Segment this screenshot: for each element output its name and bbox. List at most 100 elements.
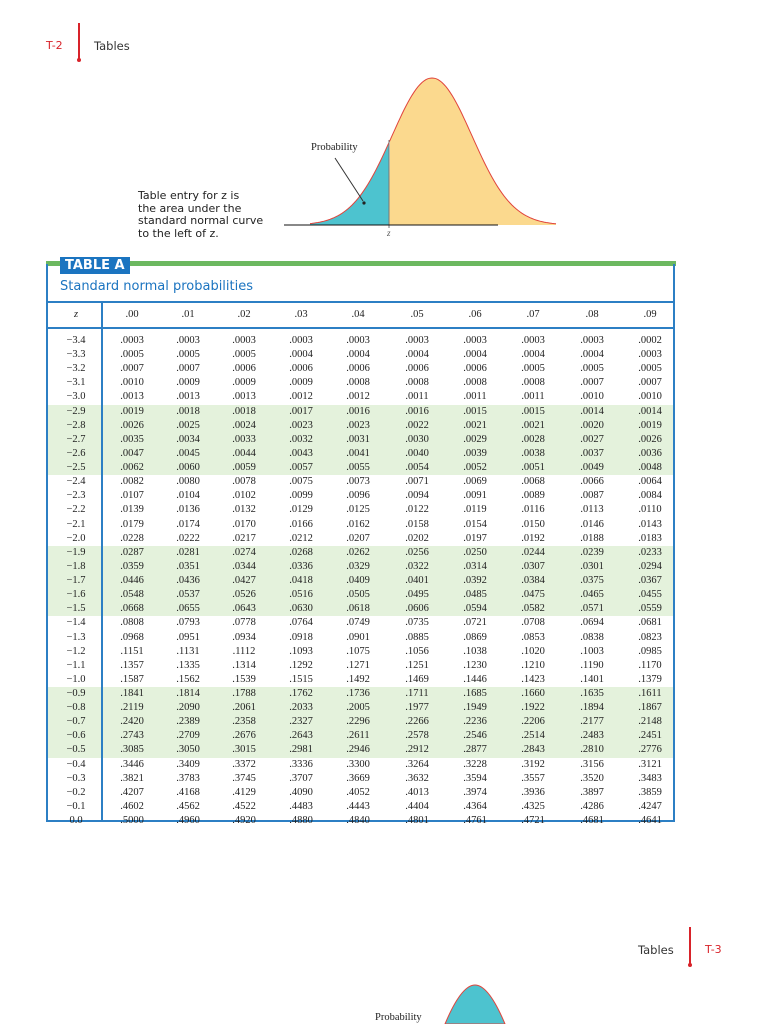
header-bottom-rule xyxy=(46,327,675,329)
probability-cell: .3015 xyxy=(232,744,256,756)
probability-cell: .0009 xyxy=(232,377,256,389)
probability-cell: .0075 xyxy=(289,476,313,488)
probability-cell: .4247 xyxy=(638,800,662,812)
probability-cell: .0069 xyxy=(463,476,487,488)
probability-cell: .0005 xyxy=(176,349,200,361)
probability-cell: .0047 xyxy=(120,447,144,459)
row-shading xyxy=(48,715,673,730)
probability-cell: .2420 xyxy=(120,716,144,728)
table-label: TABLE A xyxy=(60,257,130,274)
z-value: −2.6 xyxy=(66,447,86,459)
z-value: −2.7 xyxy=(66,433,86,445)
probability-cell: .2611 xyxy=(346,730,370,742)
probability-cell: .0040 xyxy=(405,447,429,459)
probability-cell: .1357 xyxy=(120,659,144,671)
probability-cell: .0294 xyxy=(638,560,662,572)
probability-cell: .0010 xyxy=(638,391,662,403)
probability-cell: .2451 xyxy=(638,730,662,742)
probability-cell: .3897 xyxy=(580,786,604,798)
probability-cell: .1314 xyxy=(232,659,256,671)
probability-cell: .1020 xyxy=(521,645,545,657)
z-value: −0.3 xyxy=(66,772,86,784)
normal-curve-figure xyxy=(284,77,557,228)
probability-cell: .1539 xyxy=(232,673,256,685)
probability-cell: .1922 xyxy=(521,702,545,714)
column-header: .00 xyxy=(125,309,139,320)
probability-cell: .0901 xyxy=(346,631,370,643)
row-shading xyxy=(48,559,673,575)
probability-cell: .3783 xyxy=(176,772,200,784)
probability-cell: .1335 xyxy=(176,659,200,671)
probability-cell: .0838 xyxy=(580,631,604,643)
probability-cell: .0869 xyxy=(463,631,487,643)
probability-cell: .0078 xyxy=(232,476,256,488)
figure-caption: Table entry for z is the area under the … xyxy=(138,189,263,240)
probability-cell: .0044 xyxy=(232,447,256,459)
row-shading xyxy=(48,602,673,617)
probability-cell: .0537 xyxy=(176,589,200,601)
probability-cell: .0655 xyxy=(176,603,200,615)
probability-cell: .4325 xyxy=(521,800,545,812)
header-top-rule xyxy=(46,301,675,303)
probability-cell: .1894 xyxy=(580,702,604,714)
probability-cell: .1762 xyxy=(289,688,313,699)
column-header: .02 xyxy=(237,309,251,320)
probability-cell: .4090 xyxy=(289,786,313,798)
probability-cell: .0934 xyxy=(232,631,256,643)
probability-cell: .0080 xyxy=(176,476,200,488)
probability-cell: .4286 xyxy=(580,800,604,812)
probability-cell: .0582 xyxy=(521,603,545,615)
probability-cell: .1056 xyxy=(405,645,429,657)
probability-cell: .1210 xyxy=(521,659,545,671)
probability-cell: .0465 xyxy=(580,589,604,601)
probability-cell: .0026 xyxy=(120,419,144,431)
probability-cell: .1271 xyxy=(346,659,370,671)
probability-cell: .2709 xyxy=(176,730,200,742)
probability-cell: .0197 xyxy=(463,532,487,544)
probability-cell: .0013 xyxy=(176,391,200,403)
z-value: −3.4 xyxy=(66,335,86,346)
left-area-shading xyxy=(310,142,389,225)
probability-cell: .0019 xyxy=(638,419,662,431)
probability-cell: .0158 xyxy=(405,518,429,530)
probability-cell: .0068 xyxy=(521,476,545,488)
probability-cell: .0004 xyxy=(289,349,313,361)
probability-cell: .0024 xyxy=(232,419,256,431)
probability-cell: .0007 xyxy=(120,363,144,375)
probability-cell: .0008 xyxy=(521,377,545,389)
probability-cell: .3669 xyxy=(346,772,370,784)
probability-cell: .0012 xyxy=(346,391,370,403)
probability-cell: .0262 xyxy=(346,546,370,558)
column-header: .08 xyxy=(585,309,599,320)
z-value: −2.1 xyxy=(66,518,86,530)
probability-cell: .0032 xyxy=(289,433,313,445)
probability-cell: .0034 xyxy=(176,433,200,445)
row-shading xyxy=(48,729,673,744)
probability-cell: .0087 xyxy=(580,490,604,502)
caption-line: to the left of z. xyxy=(138,226,219,240)
row-shading xyxy=(48,588,673,603)
probability-cell: .1131 xyxy=(176,645,200,657)
row-shading xyxy=(48,545,673,560)
probability-cell: .0008 xyxy=(346,377,370,389)
probability-cell: .0708 xyxy=(521,617,545,629)
probability-cell: .0003 xyxy=(580,335,604,346)
probability-cell: .0116 xyxy=(521,504,545,516)
probability-cell: .0003 xyxy=(232,335,256,346)
probability-cell: .1446 xyxy=(463,673,487,685)
probability-cell: .0256 xyxy=(405,546,429,558)
probability-cell: .0027 xyxy=(580,433,604,445)
probability-cell: .0051 xyxy=(521,462,545,474)
row-shading xyxy=(48,687,673,702)
probability-cell: .4721 xyxy=(521,815,545,827)
probability-cell: .1190 xyxy=(580,659,604,671)
z-value: −1.6 xyxy=(66,589,86,601)
probability-cell: .4013 xyxy=(405,786,429,798)
probability-cell: .0094 xyxy=(405,490,429,502)
probability-cell: .4761 xyxy=(463,815,487,827)
column-header: .03 xyxy=(294,309,308,320)
probability-cell: .0436 xyxy=(176,575,200,587)
probability-cell: .0036 xyxy=(638,447,662,459)
probability-cell: .0228 xyxy=(120,532,144,544)
